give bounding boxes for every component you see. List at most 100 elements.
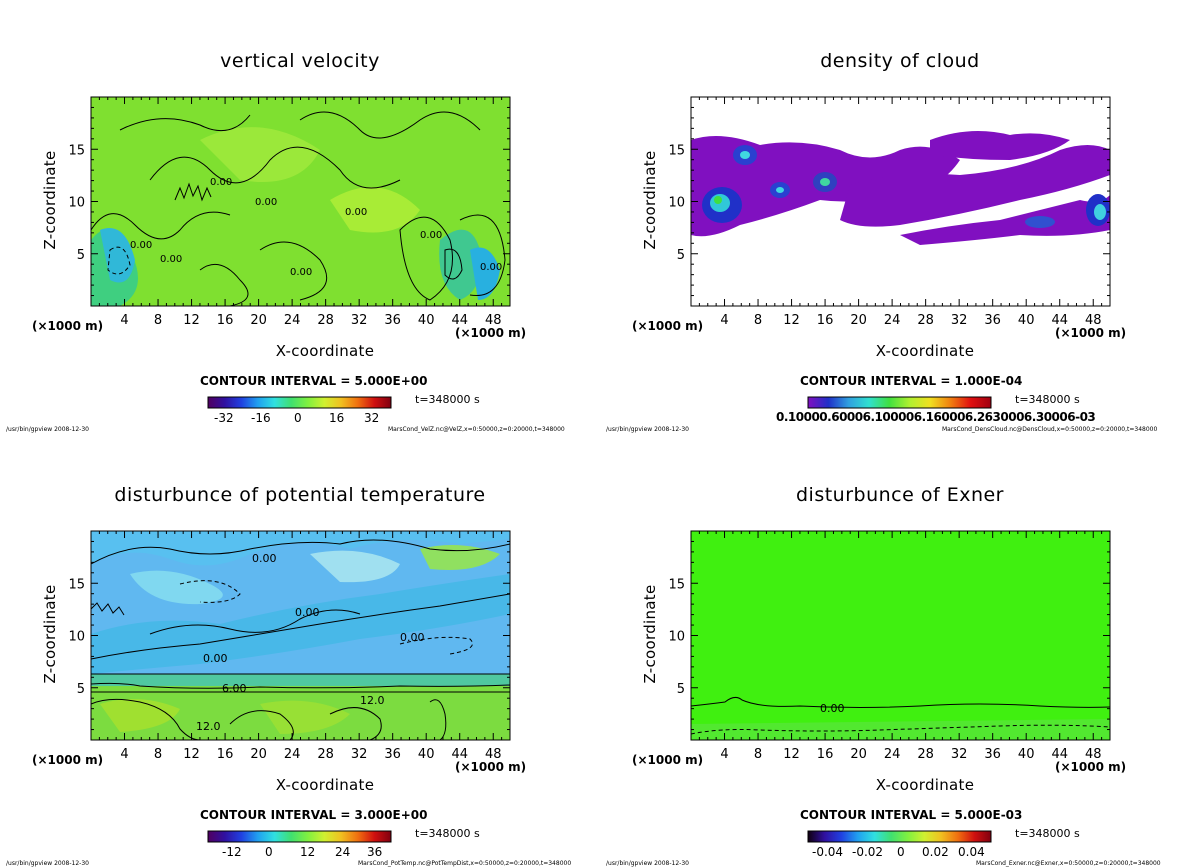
panel-density-of-cloud: density of cloud 4 8 12 16 20 24 28 32 36 40 44 48 5… (600, 0, 1200, 434)
svg-text:0.00: 0.00 (252, 552, 277, 565)
contour-label: 0.00 (820, 702, 845, 715)
x-tick-label: 40 (418, 313, 435, 328)
time-stamp: t=348000 s (415, 393, 480, 406)
x-tick-label: 36 (984, 747, 1001, 762)
colorbar-tick: 16 (329, 411, 345, 425)
panel-title: disturbunce of potential temperature (114, 484, 486, 506)
x-tick-label: 8 (754, 313, 762, 328)
x-unit-right: (×1000 m) (455, 760, 527, 774)
x-tick-label: 20 (250, 313, 267, 328)
chart-vertical-velocity: 0.00 0.00 0.00 0.00 0.00 0.00 0.00 0.00 … (68, 96, 511, 409)
x-tick-label: 24 (284, 747, 301, 762)
x-tick-label: 48 (485, 313, 502, 328)
contour-interval: CONTOUR INTERVAL = 5.000E+00 (200, 374, 428, 388)
colorbar (807, 830, 992, 843)
x-tick-label: 28 (317, 313, 334, 328)
x-unit-right: (×1000 m) (1055, 326, 1127, 340)
y-tick-label: 15 (68, 143, 85, 158)
x-unit-left: (×1000 m) (32, 753, 104, 767)
contour-interval: CONTOUR INTERVAL = 1.000E-04 (800, 374, 1023, 388)
contours (90, 111, 506, 307)
plot-field (691, 531, 1110, 740)
x-tick-label: 16 (217, 313, 234, 328)
x-unit-left: (×1000 m) (632, 753, 704, 767)
x-tick-label: 24 (284, 313, 301, 328)
contour-labels: 0.00 0.00 0.00 0.00 6.00 12.0 12.0 (196, 552, 425, 733)
svg-text:0.00: 0.00 (345, 207, 367, 218)
panel-title: density of cloud (820, 50, 980, 72)
svg-text:0.00: 0.00 (480, 262, 502, 273)
x-tick-label: 8 (754, 747, 762, 762)
x-tick-label: 12 (183, 747, 200, 762)
x-tick-label: 4 (120, 747, 128, 762)
x-axis-label: X-coordinate (275, 342, 375, 360)
x-tick-label: 8 (154, 747, 162, 762)
svg-text:0.00: 0.00 (210, 177, 232, 188)
chart-potential-temperature: 0.00 0.00 0.00 0.00 6.00 12.0 12.0 4 8 12 1… (68, 530, 511, 843)
footer-right: MarsCond_PotTemp.nc@PotTempDist,x=0:5000… (358, 860, 572, 867)
x-tick-label: 40 (1018, 747, 1035, 762)
x-tick-label: 36 (984, 313, 1001, 328)
x-tick-label: 48 (485, 747, 502, 762)
x-unit-right: (×1000 m) (1055, 760, 1127, 774)
x-tick-label: 32 (351, 313, 368, 328)
svg-text:12.0: 12.0 (360, 694, 385, 707)
contour-interval: CONTOUR INTERVAL = 3.000E+00 (200, 808, 428, 822)
contours (690, 696, 1111, 735)
time-stamp: t=348000 s (415, 827, 480, 840)
x-unit-left: (×1000 m) (632, 319, 704, 333)
panel-vertical-velocity: vertical velocity 0.00 0.00 0. (0, 0, 600, 434)
x-axis-label: X-coordinate (875, 342, 975, 360)
x-tick-label: 36 (384, 747, 401, 762)
colorbar-gradient (207, 396, 392, 409)
footer-right: MarsCond_Exner.nc@Exner,x=0:50000,z=0:20… (976, 860, 1161, 867)
x-tick-label: 4 (720, 747, 728, 762)
x-tick-label: 12 (783, 313, 800, 328)
x-tick-label: 12 (783, 747, 800, 762)
x-tick-label: 16 (817, 747, 834, 762)
x-tick-label: 4 (120, 313, 128, 328)
colorbar-tick: 0 (897, 845, 905, 859)
y-tick-label: 10 (68, 630, 85, 645)
x-tick-label: 8 (154, 313, 162, 328)
x-tick-label: 48 (1085, 747, 1102, 762)
x-tick-label: 24 (884, 313, 901, 328)
y-axis-label: Z-coordinate (41, 150, 59, 250)
x-tick-label: 20 (850, 747, 867, 762)
footer-left: /usr/bin/gpview 2008-12-30 (606, 860, 689, 867)
x-tick-label: 40 (418, 747, 435, 762)
colorbar-tick: 32 (364, 411, 380, 425)
svg-text:0.00: 0.00 (130, 240, 152, 251)
svg-text:0.00: 0.00 (290, 267, 312, 278)
x-axis-label: X-coordinate (875, 776, 975, 794)
svg-text:12.0: 12.0 (196, 720, 221, 733)
footer-left: /usr/bin/gpview 2008-12-30 (6, 860, 89, 867)
y-axis-label: Z-coordinate (641, 150, 659, 250)
y-tick-label: 15 (668, 143, 685, 158)
svg-text:0.00: 0.00 (400, 631, 425, 644)
panel-title: vertical velocity (220, 50, 380, 72)
time-stamp: t=348000 s (1015, 393, 1080, 406)
y-tick-label: 5 (677, 682, 685, 697)
colorbar-gradient (807, 396, 992, 409)
footer-left: /usr/bin/gpview 2008-12-30 (6, 426, 89, 433)
y-tick-label: 5 (77, 248, 85, 263)
colorbar-gradient (807, 830, 992, 843)
y-tick-label: 5 (677, 248, 685, 263)
colorbar-tick: -0.02 (852, 845, 884, 859)
y-axis-label: Z-coordinate (641, 584, 659, 684)
x-tick-label: 16 (217, 747, 234, 762)
y-tick-label: 15 (668, 577, 685, 592)
svg-text:6.00: 6.00 (222, 682, 247, 695)
x-tick-label: 32 (351, 747, 368, 762)
colorbar (207, 830, 392, 843)
x-tick-label: 4 (720, 313, 728, 328)
x-tick-label: 16 (817, 313, 834, 328)
x-tick-label: 28 (917, 747, 934, 762)
panel-exner: disturbunce of Exner 0.00 4 8 12 16 20 24 28 32… (600, 434, 1200, 868)
contour-interval: CONTOUR INTERVAL = 5.000E-03 (800, 808, 1023, 822)
panel-title: disturbunce of Exner (795, 484, 1004, 506)
svg-text:0.00: 0.00 (295, 606, 320, 619)
